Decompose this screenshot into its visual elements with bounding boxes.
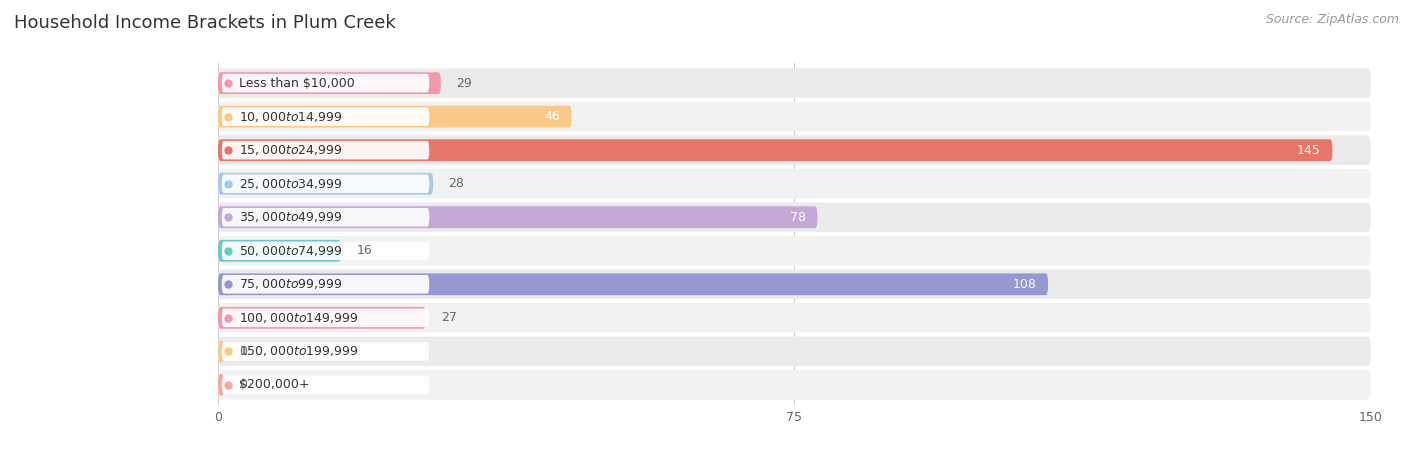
FancyBboxPatch shape [218,202,1371,232]
FancyBboxPatch shape [218,303,1371,333]
Text: 27: 27 [441,311,457,324]
FancyBboxPatch shape [218,72,441,94]
FancyBboxPatch shape [222,242,429,260]
FancyBboxPatch shape [222,175,429,193]
FancyBboxPatch shape [222,342,429,360]
Text: 0: 0 [239,345,247,358]
FancyBboxPatch shape [218,236,1371,266]
Text: 78: 78 [790,211,806,224]
FancyBboxPatch shape [222,108,429,126]
Text: Household Income Brackets in Plum Creek: Household Income Brackets in Plum Creek [14,14,396,32]
FancyBboxPatch shape [218,370,1371,400]
Text: $50,000 to $74,999: $50,000 to $74,999 [239,244,342,258]
FancyBboxPatch shape [222,376,429,394]
FancyBboxPatch shape [218,68,1371,98]
Text: 28: 28 [449,177,464,190]
Text: $15,000 to $24,999: $15,000 to $24,999 [239,143,342,157]
Text: $75,000 to $99,999: $75,000 to $99,999 [239,277,342,291]
Text: $150,000 to $199,999: $150,000 to $199,999 [239,344,359,358]
FancyBboxPatch shape [218,341,224,362]
Text: Source: ZipAtlas.com: Source: ZipAtlas.com [1265,14,1399,27]
FancyBboxPatch shape [222,309,429,327]
Text: 16: 16 [356,244,373,257]
FancyBboxPatch shape [222,208,429,226]
FancyBboxPatch shape [218,106,571,127]
Text: $35,000 to $49,999: $35,000 to $49,999 [239,210,342,224]
Text: 46: 46 [544,110,560,123]
Text: 0: 0 [239,378,247,392]
FancyBboxPatch shape [218,207,817,228]
Text: 145: 145 [1298,144,1320,157]
Text: Less than $10,000: Less than $10,000 [239,76,354,90]
Text: $25,000 to $34,999: $25,000 to $34,999 [239,177,342,191]
Text: $100,000 to $149,999: $100,000 to $149,999 [239,311,359,325]
FancyBboxPatch shape [218,374,224,396]
FancyBboxPatch shape [218,240,340,261]
Text: 29: 29 [456,76,472,90]
FancyBboxPatch shape [218,140,1333,161]
Text: $200,000+: $200,000+ [239,378,309,392]
FancyBboxPatch shape [222,275,429,293]
FancyBboxPatch shape [218,307,426,328]
Text: 108: 108 [1012,278,1036,291]
FancyBboxPatch shape [218,270,1371,299]
FancyBboxPatch shape [218,135,1371,165]
FancyBboxPatch shape [218,274,1047,295]
Text: $10,000 to $14,999: $10,000 to $14,999 [239,110,342,124]
FancyBboxPatch shape [222,141,429,159]
FancyBboxPatch shape [218,169,1371,198]
FancyBboxPatch shape [218,337,1371,366]
FancyBboxPatch shape [222,74,429,92]
FancyBboxPatch shape [218,173,433,194]
FancyBboxPatch shape [218,102,1371,131]
